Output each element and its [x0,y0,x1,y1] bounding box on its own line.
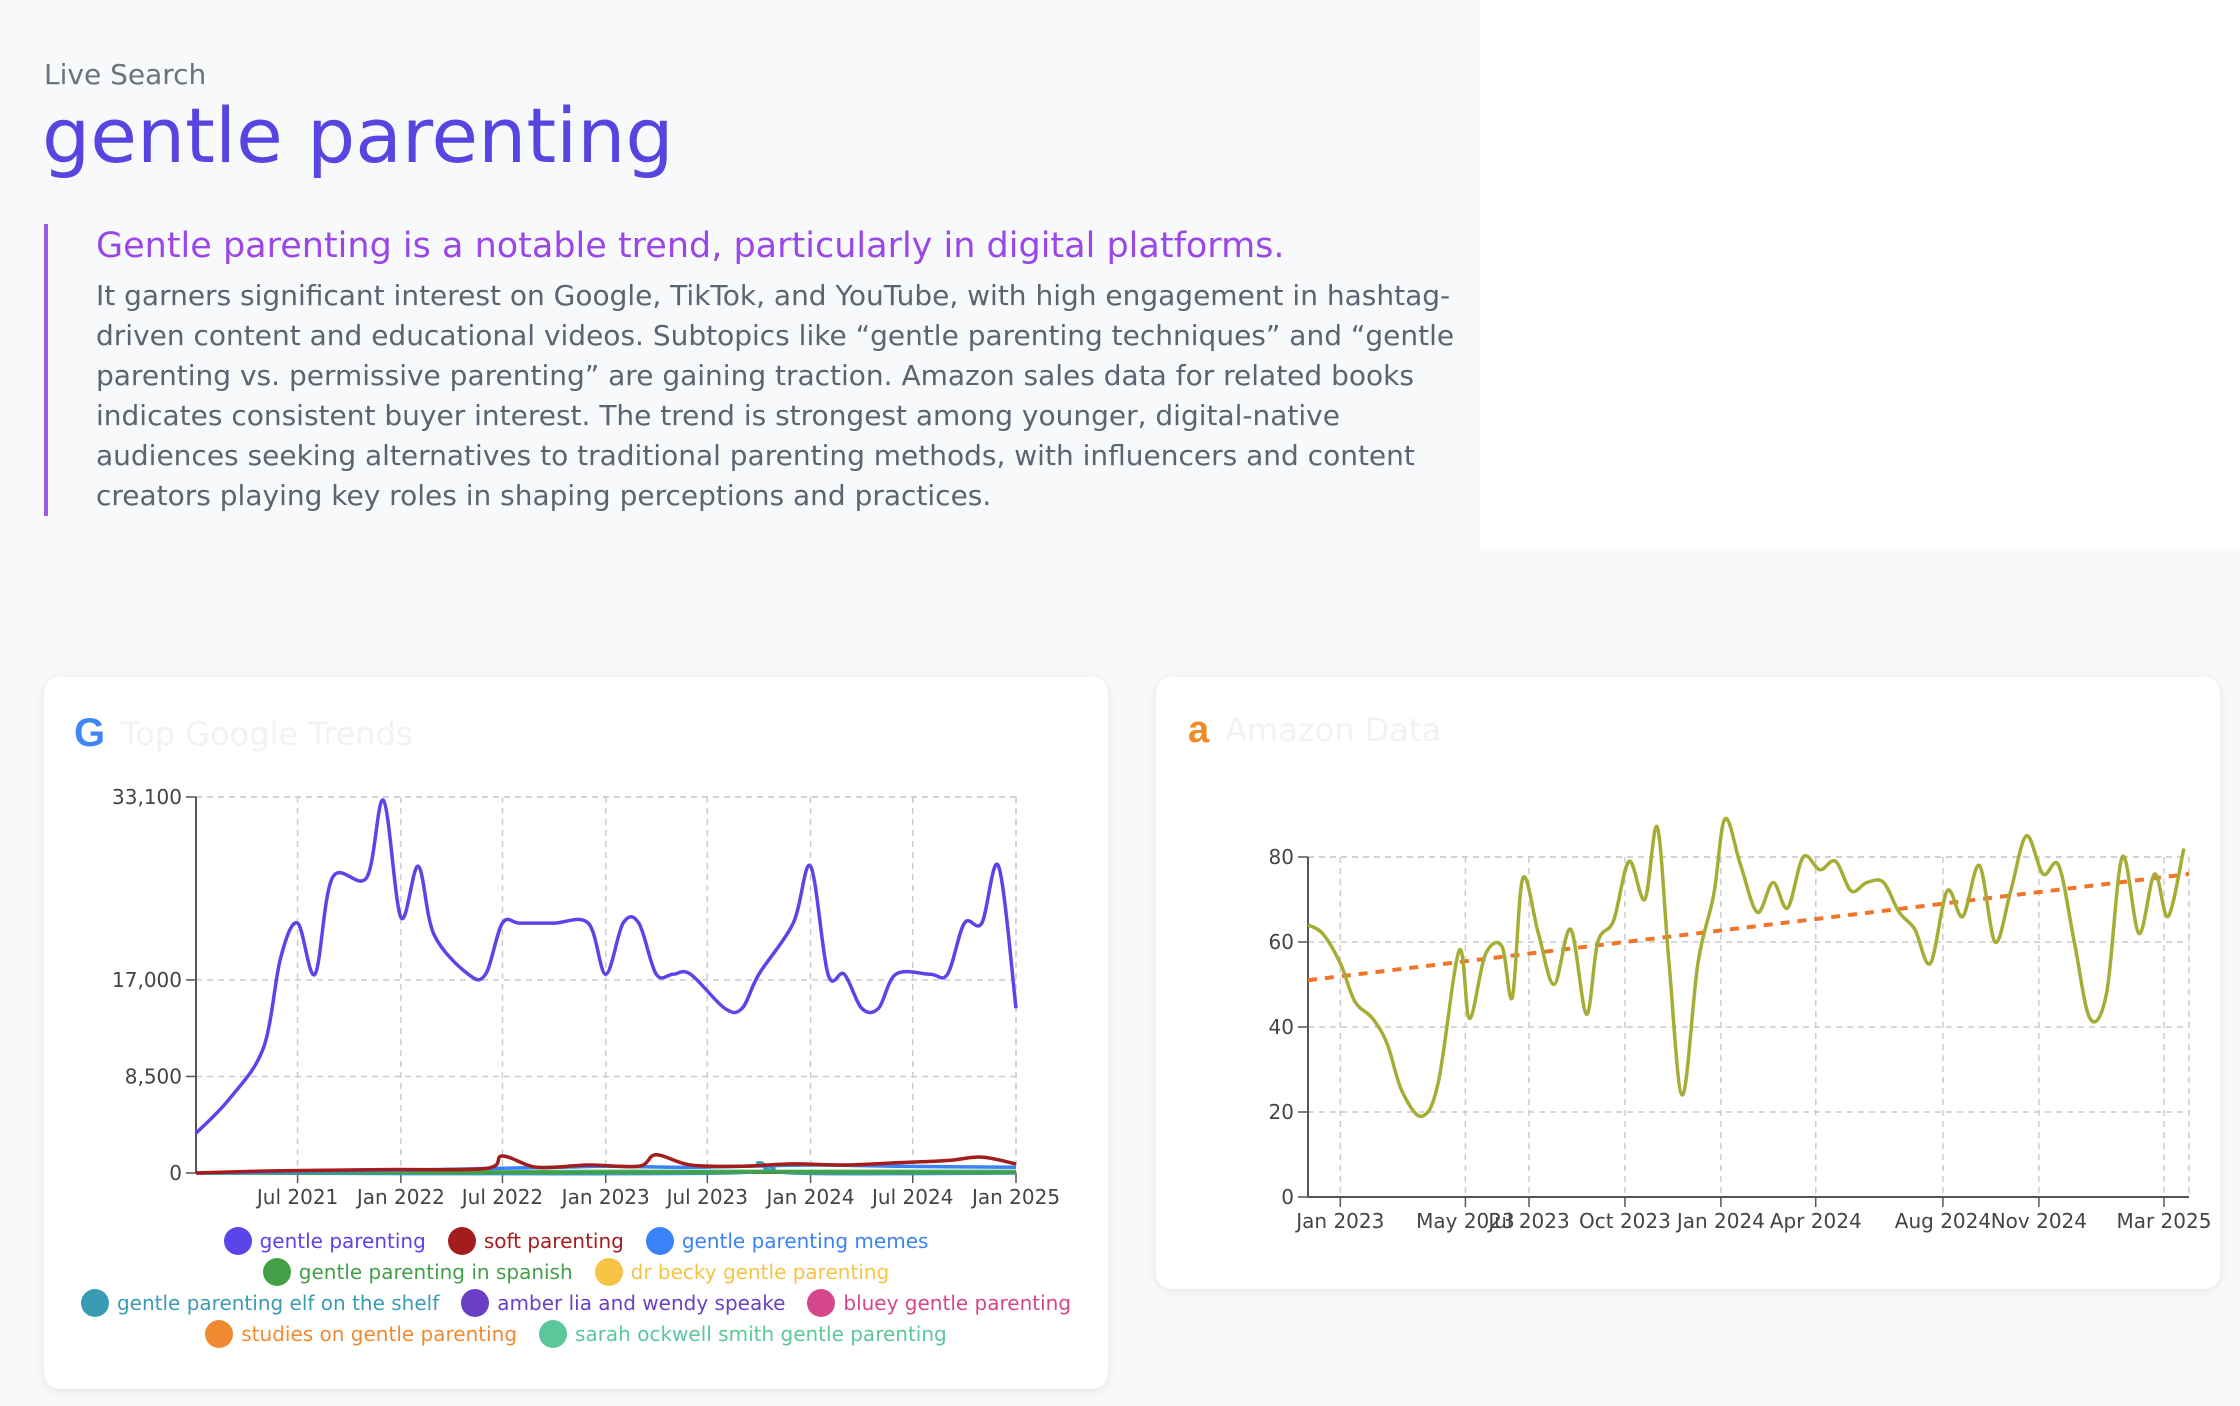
y-tick-label: 8,500 [125,1064,182,1088]
y-tick-label: 20 [1269,1100,1294,1124]
y-tick-label: 17,000 [112,968,182,992]
google-trends-chart: 0 8,500 17,000 33,100 Jul 2021 Jan 2022 Jul 20… [112,785,1060,1209]
legend-item[interactable]: gentle parenting [223,1226,426,1255]
y-tick-label: 0 [1281,1185,1294,1209]
legend-item[interactable]: amber lia and wendy speake [461,1288,786,1317]
legend-swatch [461,1288,490,1317]
trend-summary: Gentle parenting is a notable trend, par… [44,224,1474,516]
legend-item[interactable]: sarah ockwell smith gentle parenting [539,1319,947,1348]
legend-label: bluey gentle parenting [843,1290,1072,1315]
x-tick-label: May 2023 [1416,1209,1515,1233]
x-tick-label: Jan 2024 [1675,1209,1765,1233]
legend-label: gentle parenting memes [681,1228,929,1253]
google-icon: G [74,711,106,755]
legend-label: gentle parenting [259,1228,426,1253]
legend-swatch [205,1319,234,1348]
google-trends-card: G Top Google Trends 0 8,500 17,000 33,100 Ju… [44,677,1108,1389]
x-tick-label: Jan 2022 [355,1185,445,1209]
x-tick-label: Jan 2025 [970,1185,1060,1209]
x-tick-label: Mar 2025 [2116,1209,2211,1233]
legend-swatch [223,1226,252,1255]
x-tick-label: Nov 2024 [1991,1209,2087,1233]
legend-label: gentle parenting in spanish [298,1259,573,1284]
y-tick-label: 60 [1269,930,1294,954]
y-tick-label: 40 [1269,1015,1294,1039]
legend-swatch [594,1257,623,1286]
gentle-parenting-series-line [194,798,1018,1135]
legend-swatch [80,1288,109,1317]
amazon-data-card: a Amazon Data 0 20 40 60 80 Jan 2023 May 2023 J… [1156,677,2220,1289]
x-tick-label: Jul 2022 [460,1185,543,1209]
x-tick-label: Jul 2024 [870,1185,953,1209]
legend-swatch [539,1319,568,1348]
legend-swatch [447,1226,476,1255]
legend-item[interactable]: studies on gentle parenting [205,1319,518,1348]
trend-series-line [1307,872,2190,983]
legend-item[interactable]: dr becky gentle parenting [594,1257,890,1286]
legend-label: soft parenting [483,1228,624,1253]
y-tick-label: 80 [1269,845,1294,869]
legend-swatch [262,1257,291,1286]
legend-item[interactable]: bluey gentle parenting [807,1288,1072,1317]
x-tick-label: Jan 2023 [1294,1209,1384,1233]
x-tick-label: Jul 2023 [1486,1209,1569,1233]
legend-item[interactable]: gentle parenting elf on the shelf [80,1288,440,1317]
google-card-title: Top Google Trends [121,714,413,753]
x-tick-label: Apr 2024 [1770,1209,1862,1233]
x-tick-label: Jul 2023 [665,1185,748,1209]
legend-row: gentle parenting soft parenting gentle par… [44,1225,1108,1256]
legend-label: amber lia and wendy speake [497,1290,786,1315]
amazon-card-title: Amazon Data [1225,711,1442,749]
page-label: Live Search [44,58,207,91]
legend-swatch [807,1288,836,1317]
legend-label: studies on gentle parenting [241,1321,518,1346]
summary-headline: Gentle parenting is a notable trend, par… [96,226,1285,266]
top-right-panel [1480,0,2240,548]
google-card-header: G Top Google Trends [74,711,413,756]
legend-swatch [645,1226,674,1255]
legend-item[interactable]: gentle parenting in spanish [262,1257,573,1286]
x-tick-label: Jul 2021 [255,1185,338,1209]
summary-body: It garners significant interest on Googl… [96,278,1455,512]
legend-item[interactable]: gentle parenting memes [645,1226,929,1255]
google-chart-legend: gentle parenting soft parenting gentle par… [44,1225,1108,1349]
google-grid: 0 8,500 17,000 33,100 Jul 2021 Jan 2022 Jul 20… [112,785,1060,1209]
x-tick-label: Aug 2024 [1895,1209,1991,1233]
soft-parenting-series-line [195,1153,1017,1175]
x-tick-label: Jan 2024 [765,1185,855,1209]
legend-row: gentle parenting elf on the shelf amber l… [44,1287,1108,1318]
x-tick-label: Oct 2023 [1579,1209,1671,1233]
y-tick-label: 33,100 [112,785,182,809]
legend-label: dr becky gentle parenting [630,1259,890,1284]
legend-label: sarah ockwell smith gentle parenting [575,1321,947,1346]
sales-series-line [1307,816,2186,1119]
legend-row: studies on gentle parenting sarah ockwell… [44,1318,1108,1349]
x-tick-label: Jan 2023 [560,1185,650,1209]
amazon-card-header: a Amazon Data [1188,711,1441,749]
legend-row: gentle parenting in spanish dr becky gent… [44,1256,1108,1287]
amazon-icon: a [1188,709,1210,751]
page-title: gentle parenting [42,91,674,180]
y-tick-label: 0 [169,1161,182,1185]
legend-item[interactable]: soft parenting [447,1226,624,1255]
legend-label: gentle parenting elf on the shelf [116,1290,440,1315]
